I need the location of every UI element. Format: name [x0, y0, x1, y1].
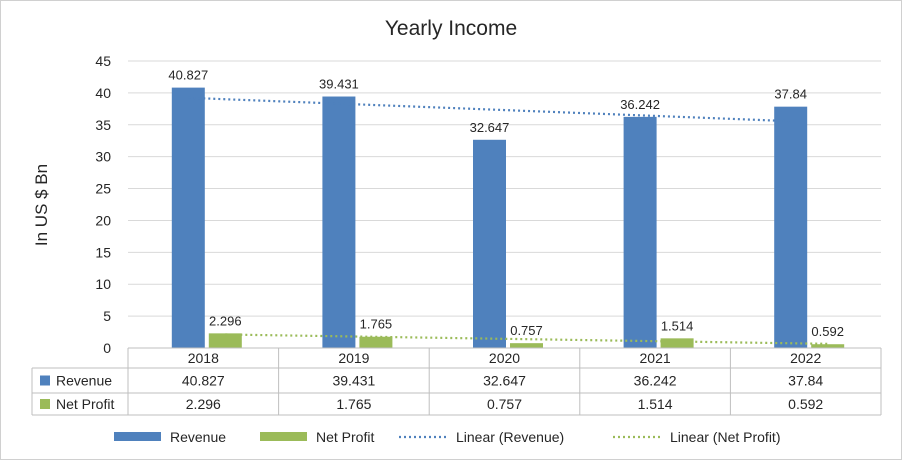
legend: Revenue Net Profit Linear (Revenue) Linear … — [114, 429, 780, 445]
legend-label: Linear (Revenue) — [456, 429, 564, 445]
table-row-header: Net Profit — [56, 396, 114, 412]
y-tick-label: 30 — [95, 149, 111, 165]
table-legend-key — [40, 399, 50, 409]
table-cell: 1.765 — [336, 396, 371, 412]
x-tick-label: 2018 — [188, 350, 219, 366]
table-cell: 0.757 — [487, 396, 522, 412]
bars — [171, 87, 845, 349]
trendline-net-profit — [225, 333, 828, 345]
x-tick-label: 2020 — [489, 350, 520, 366]
table-cell: 0.592 — [788, 396, 823, 412]
table-cell: 32.647 — [483, 373, 526, 389]
bar-net-profit — [208, 333, 242, 348]
y-tick-labels: 0 5 10 15 20 25 30 35 40 45 — [95, 53, 111, 356]
legend-label: Revenue — [170, 429, 226, 445]
table-cell: 37.84 — [788, 373, 823, 389]
table-cell: 40.827 — [182, 373, 225, 389]
bar-net-profit — [359, 336, 393, 348]
x-tick-label: 2019 — [338, 350, 369, 366]
bar-net-profit — [510, 343, 543, 348]
trendlines — [188, 96, 828, 345]
data-label: 37.84 — [774, 87, 807, 102]
y-tick-label: 20 — [95, 212, 111, 228]
y-tick-label: 45 — [95, 53, 111, 69]
table-cell: 2.296 — [186, 396, 221, 412]
bar-revenue — [473, 139, 506, 348]
bar-net-profit — [811, 344, 845, 348]
legend-label: Net Profit — [316, 429, 374, 445]
y-axis-label: In US $ Bn — [32, 164, 51, 246]
data-label: 0.592 — [811, 324, 844, 339]
data-labels: 40.827 39.431 32.647 36.242 37.84 2.296 1.765 0… — [168, 68, 844, 340]
bar-revenue — [774, 106, 808, 348]
bar-revenue — [623, 116, 657, 349]
bar-revenue — [171, 87, 205, 348]
table-legend-key — [40, 375, 50, 386]
bar-revenue — [322, 96, 356, 348]
legend-swatch — [260, 432, 307, 441]
y-tick-label: 10 — [95, 276, 111, 292]
y-tick-label: 40 — [95, 85, 111, 101]
data-label: 39.431 — [319, 77, 359, 92]
table-row-header: Revenue — [56, 373, 112, 389]
table-cell: 36.242 — [634, 373, 677, 389]
trendline-revenue — [188, 96, 791, 123]
data-label: 0.757 — [510, 323, 543, 338]
data-label: 1.765 — [360, 317, 393, 332]
data-label: 32.647 — [470, 120, 510, 135]
data-table: 2018 2019 2020 2021 2022 Revenue 40.827 39.431 3… — [31, 347, 882, 416]
data-label: 36.242 — [620, 97, 660, 112]
y-tick-label: 15 — [95, 244, 111, 260]
x-tick-label: 2021 — [640, 350, 671, 366]
chart-title: Yearly Income — [385, 17, 517, 40]
data-label: 40.827 — [168, 68, 208, 83]
y-tick-label: 25 — [95, 181, 111, 197]
y-tick-label: 0 — [103, 340, 111, 356]
legend-swatch — [114, 432, 161, 441]
legend-label: Linear (Net Profit) — [670, 429, 780, 445]
bar-net-profit — [660, 338, 694, 348]
data-label: 1.514 — [661, 318, 694, 333]
data-label: 2.296 — [209, 313, 242, 328]
x-tick-label: 2022 — [790, 350, 821, 366]
table-cell: 39.431 — [332, 373, 375, 389]
y-tick-label: 5 — [103, 308, 111, 324]
y-tick-label: 35 — [95, 117, 111, 133]
table-cell: 1.514 — [638, 396, 673, 412]
